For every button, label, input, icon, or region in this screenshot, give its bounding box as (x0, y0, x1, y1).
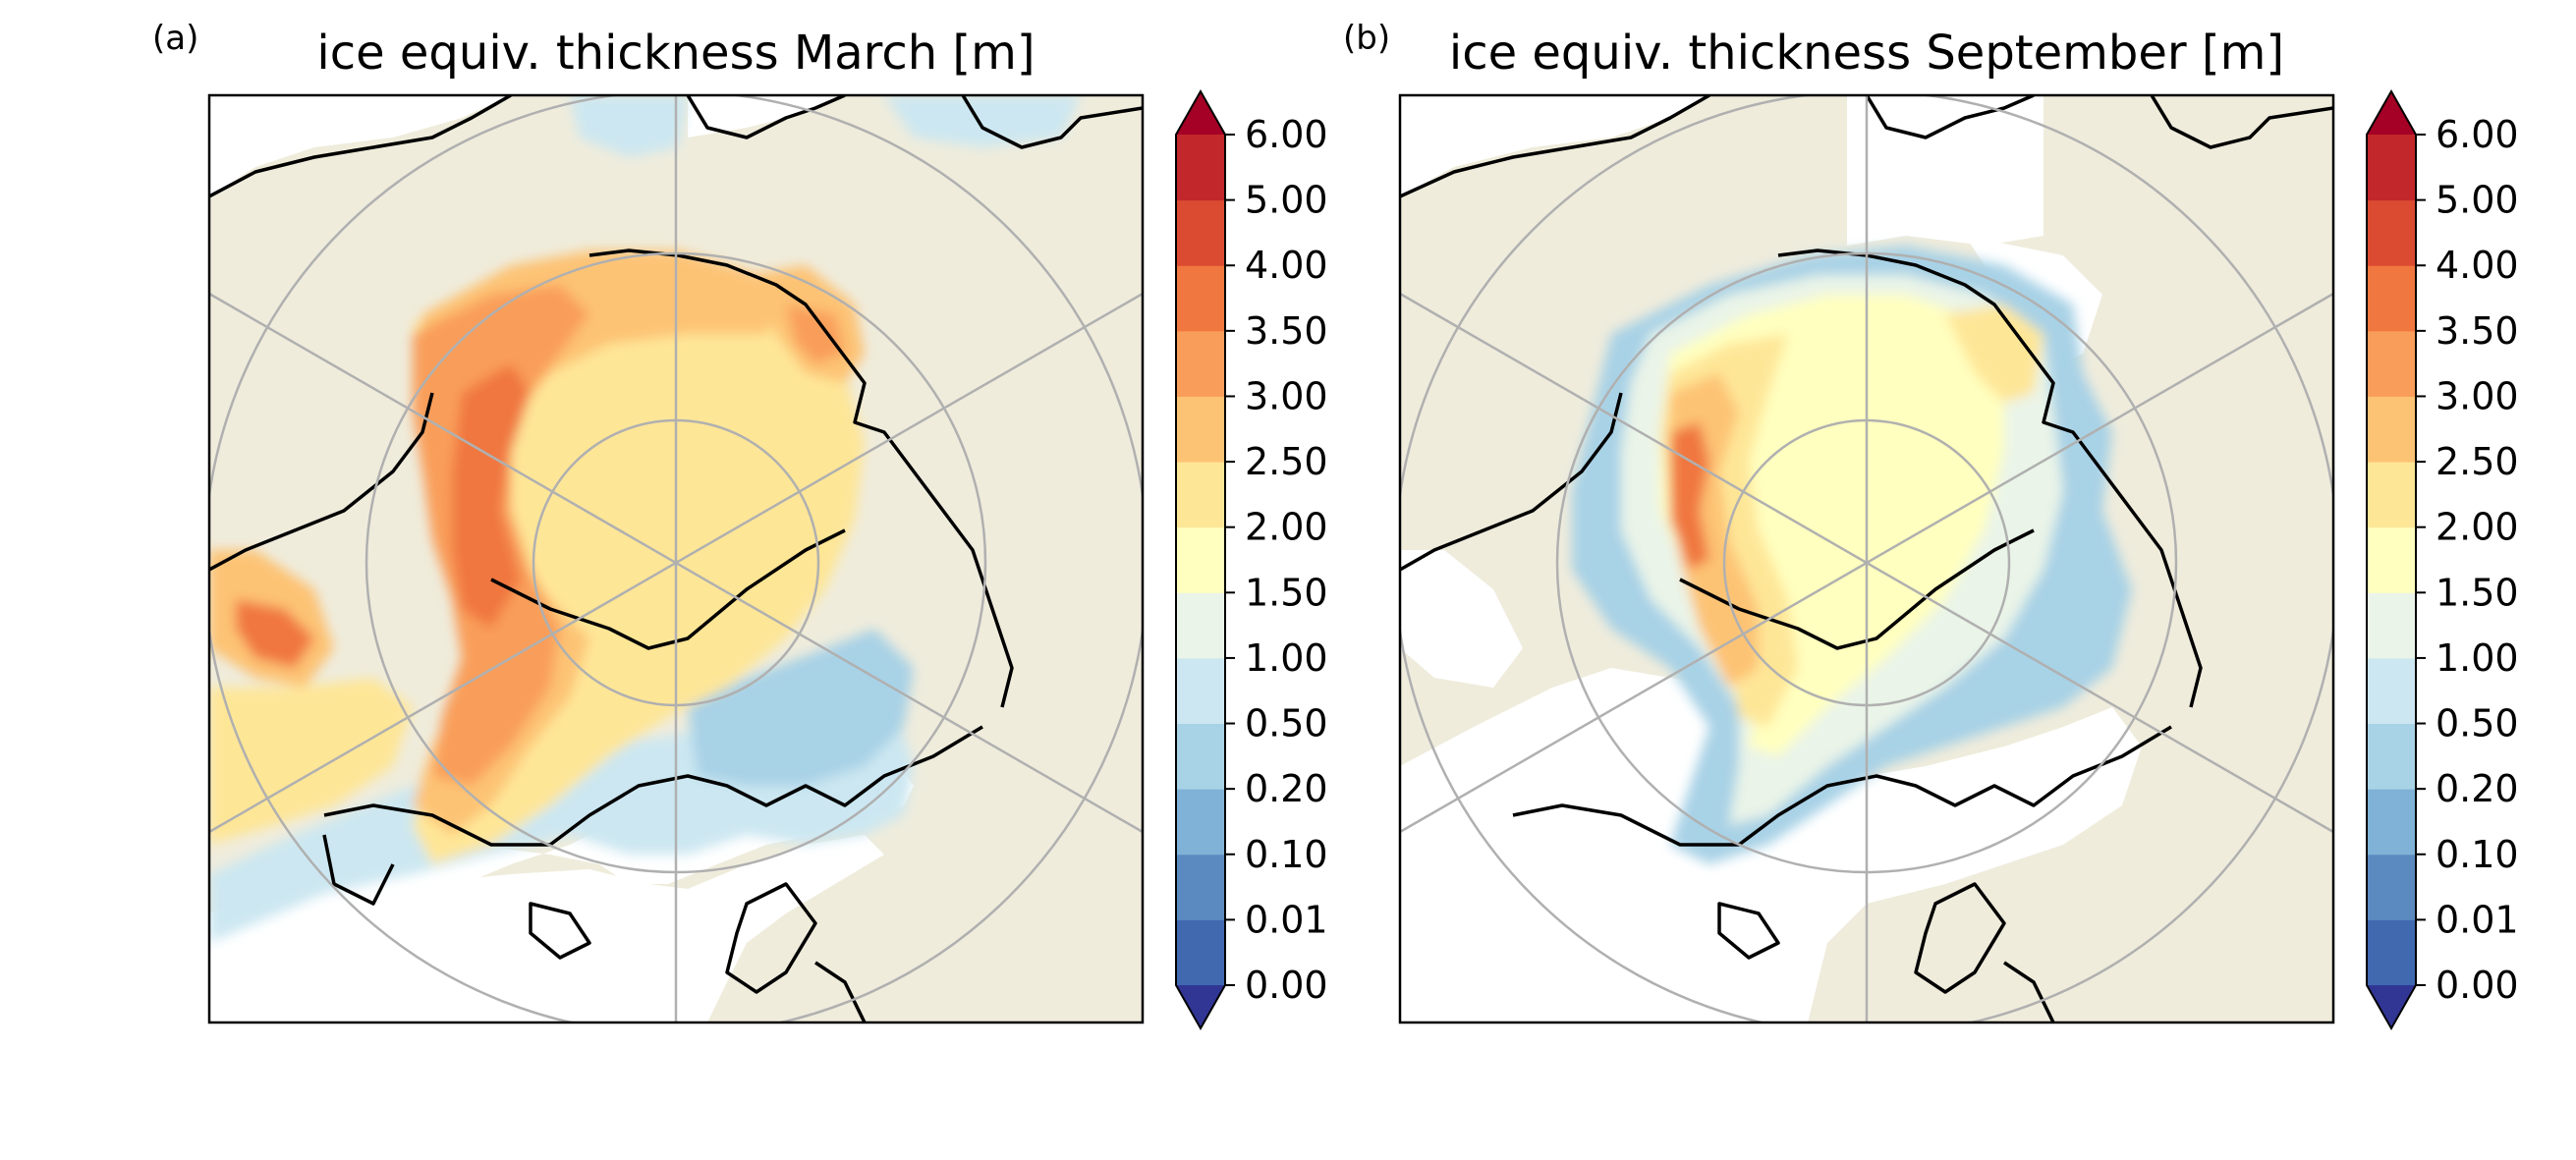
colorbar-tick-label: 2.50 (2436, 440, 2519, 483)
map-a (209, 95, 1143, 1022)
map-b-bering (1847, 95, 2044, 246)
colorbar-band (1176, 592, 1225, 659)
colorbar-tick-label: 3.00 (2436, 374, 2519, 417)
colorbar-band (1176, 135, 1225, 201)
map-a-bering (688, 95, 845, 138)
colorbar-band (2367, 330, 2416, 397)
colorbar-tick-label: 6.00 (1245, 113, 1328, 156)
colorbar-band (1176, 854, 1225, 920)
ice-a-pacific-edge (884, 95, 1081, 147)
colorbar-tick-label: 2.00 (1245, 506, 1328, 549)
colorbar-band (2367, 526, 2416, 593)
colorbar-tick-label: 3.00 (1245, 374, 1328, 417)
panel-b-title: ice equiv. thickness September [m] (1449, 26, 2284, 81)
colorbar-band (1176, 199, 1225, 266)
map-b-atlantic-ocean (1400, 668, 2142, 1022)
map-a-pacific (209, 95, 511, 196)
colorbar-extend-min (1176, 985, 1225, 1028)
colorbar-tick-label: 0.10 (2436, 833, 2519, 876)
colorbar-tick-label: 6.00 (2436, 113, 2519, 156)
colorbar-band (1176, 330, 1225, 397)
colorbar-b: 0.00 0.01 0.10 0.20 0.50 1.00 1.50 2.00 2.50 3.00… (2366, 88, 2519, 1031)
graticule-b (1400, 95, 2333, 1022)
panel-b: (b) ice equiv. thickness September [m] (1343, 19, 2519, 1031)
colorbar-tick-label: 0.01 (1245, 898, 1328, 941)
colorbar-tick-label: 1.50 (2436, 571, 2519, 614)
map-a-north-atlantic (209, 835, 884, 1022)
colorbar-band (2367, 723, 2416, 790)
colorbar-tick-label: 3.50 (2436, 309, 2519, 353)
colorbar-tick-label: 0.50 (1245, 702, 1328, 746)
ice-b-siberia (1945, 304, 2044, 403)
colorbar-tick-label: 0.50 (2436, 702, 2519, 746)
colorbar-band (2367, 199, 2416, 266)
colorbar-tick-label: 1.00 (2436, 636, 2519, 680)
colorbar-band (2367, 789, 2416, 856)
map-b-hudson (1400, 550, 1523, 688)
graticule-a (209, 95, 1143, 1022)
colorbar-tick-label: 0.20 (2436, 767, 2519, 810)
colorbar-band (2367, 592, 2416, 659)
panel-a: (a) ice equiv. thickness March [m] (152, 19, 1328, 1031)
colorbar-tick-label: 0.00 (2436, 964, 2519, 1007)
panel-b-label: (b) (1343, 19, 1390, 58)
colorbar-extend-max (1176, 91, 1225, 135)
map-b-pacific (1400, 95, 1709, 196)
colorbar-tick-label: 3.50 (1245, 309, 1328, 353)
colorbar-tick-label: 1.00 (1245, 636, 1328, 680)
colorbar-band (2367, 657, 2416, 725)
map-b (1400, 95, 2333, 1022)
map-b-frame (1398, 93, 2335, 1024)
ice-a-max (452, 363, 531, 629)
colorbar-tick-label: 1.50 (1245, 571, 1328, 614)
colorbar-band (1176, 526, 1225, 593)
coastlines-a (209, 95, 1143, 1022)
colorbar-band (2367, 919, 2416, 986)
colorbar-tick-label: 5.00 (1245, 179, 1328, 222)
ice-a-hudson-core (236, 599, 314, 668)
colorbar-tick-label: 4.00 (1245, 244, 1328, 287)
map-a-frame (207, 93, 1145, 1024)
colorbar-tick-label: 2.50 (1245, 440, 1328, 483)
colorbar-band (1176, 723, 1225, 790)
colorbar-tick-label: 0.20 (1245, 767, 1328, 810)
colorbar-tick-label: 0.10 (1245, 833, 1328, 876)
colorbar-band (1176, 462, 1225, 528)
colorbar-band (1176, 657, 1225, 725)
colorbar-band (2367, 135, 2416, 201)
panel-a-title: ice equiv. thickness March [m] (316, 26, 1035, 81)
colorbar-band (2367, 854, 2416, 920)
ice-a-okhotsk-core (786, 304, 845, 363)
colorbar-tick-label: 2.00 (2436, 506, 2519, 549)
colorbar-band (1176, 396, 1225, 463)
colorbar-tick-label: 5.00 (2436, 179, 2519, 222)
colorbar-band (2367, 396, 2416, 463)
panel-a-label: (a) (152, 19, 198, 58)
colorbar-extend-max (2367, 91, 2416, 135)
colorbar-a: 0.00 0.01 0.10 0.20 0.50 1.00 1.50 2.00 2.50 3.00… (1175, 88, 1328, 1031)
coastlines-b (1400, 95, 2333, 1022)
colorbar-band (1176, 919, 1225, 986)
colorbar-band (1176, 789, 1225, 856)
colorbar-tick-label: 0.00 (1245, 964, 1328, 1007)
colorbar-band (2367, 265, 2416, 332)
colorbar-tick-label: 0.01 (2436, 898, 2519, 941)
ice-b-max (1670, 422, 1709, 570)
colorbar-tick-label: 4.00 (2436, 244, 2519, 287)
colorbar-band (1176, 265, 1225, 332)
ice-a-bering-edge (570, 95, 688, 157)
colorbar-extend-min (2367, 985, 2416, 1028)
colorbar-band (2367, 462, 2416, 528)
